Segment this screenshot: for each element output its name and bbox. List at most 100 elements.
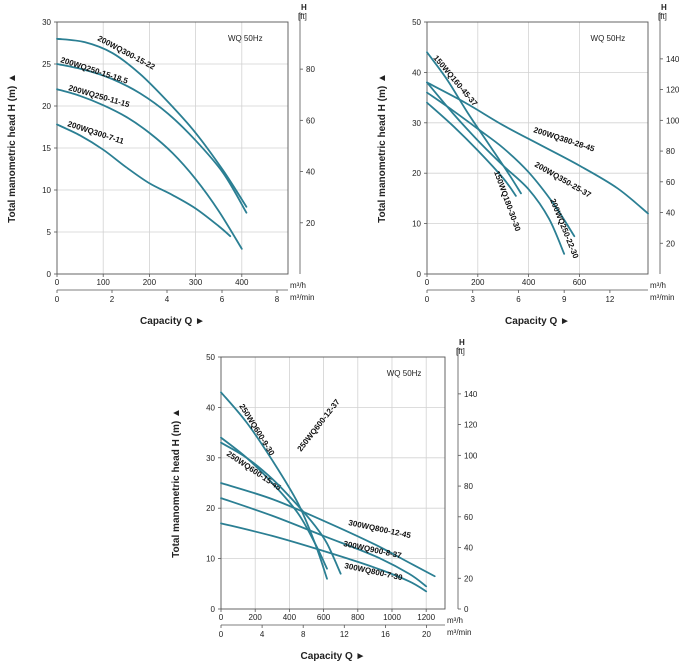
x2-tick-label: 12: [340, 630, 349, 639]
y-tick-label: 0: [47, 270, 52, 279]
y-axis-title: Total manometric head H (m) ▲: [171, 408, 182, 558]
y2-tick-label: 40: [666, 209, 675, 218]
x-axis-title: Capacity Q ►: [301, 651, 366, 662]
y-tick-label: 30: [42, 18, 51, 27]
chart-subtitle: WQ 50Hz: [591, 34, 626, 43]
y2-tick-label: 80: [666, 147, 675, 156]
y-tick-label: 50: [412, 18, 421, 27]
y2-tick-label: 60: [306, 116, 315, 125]
y2-tick-label: 80: [306, 65, 315, 74]
x2-tick-label: 0: [55, 295, 60, 304]
x2-unit-label: m³/min: [290, 293, 314, 302]
y-tick-label: 10: [412, 220, 421, 229]
plot-frame: [426, 21, 649, 275]
y-tick-label: 25: [42, 60, 51, 69]
y-axis-title: Total manometric head H (m) ▲: [377, 73, 388, 223]
y2-tick-label: 40: [464, 544, 473, 553]
x-tick-label: 0: [425, 278, 430, 287]
x-tick-label: 600: [573, 278, 587, 287]
x-tick-label: 1200: [417, 613, 435, 622]
series-line-200wq380-28-45: [426, 81, 649, 215]
series-line-300wq800-7-30: [220, 522, 428, 593]
y2-tick-label: 60: [666, 178, 675, 187]
y-tick-label: 0: [211, 605, 216, 614]
series-line-200wq350-25-37: [426, 91, 576, 238]
series-label: 300WQ900-8-37: [343, 539, 403, 560]
y-tick-label: 20: [412, 169, 421, 178]
series-label: 200WQ250-11-15: [67, 83, 131, 109]
series-line-250wq600-12-37: [220, 441, 342, 575]
series-label: 200WQ380-28-45: [532, 125, 596, 153]
y-tick-label: 40: [206, 403, 215, 412]
x-tick-label: 1000: [383, 613, 401, 622]
x2-tick-label: 6: [516, 295, 521, 304]
y2-tick-label: 20: [666, 239, 675, 248]
x2-tick-label: 3: [470, 295, 475, 304]
y2-axis-title: H: [459, 338, 465, 347]
x2-tick-label: 20: [422, 630, 431, 639]
series-line-300wq900-8-37: [220, 497, 428, 588]
y-tick-label: 20: [206, 504, 215, 513]
y2-axis-title: H: [661, 3, 667, 12]
x-tick-label: 300: [189, 278, 203, 287]
x2-tick-label: 8: [301, 630, 306, 639]
x-tick-label: 200: [143, 278, 157, 287]
chart-subtitle: WQ 50Hz: [387, 369, 422, 378]
series-line-200wq250-22-30: [426, 81, 566, 255]
x2-tick-label: 4: [165, 295, 170, 304]
series-line-200wq250-11-15: [56, 88, 243, 250]
y-tick-label: 40: [412, 68, 421, 77]
y-tick-label: 10: [42, 186, 51, 195]
y2-tick-label: 60: [464, 513, 473, 522]
x-tick-label: 400: [522, 278, 536, 287]
series-label: 200WQ350-25-37: [533, 160, 593, 200]
y-axis-title: Total manometric head H (m) ▲: [7, 73, 18, 223]
y2-axis-title: H: [301, 3, 307, 12]
x-axis-title: Capacity Q ►: [140, 316, 205, 327]
series-line-200wq300-15-22: [56, 37, 248, 208]
x-tick-label: 0: [219, 613, 224, 622]
x-tick-label: 400: [235, 278, 249, 287]
x-tick-label: 0: [55, 278, 60, 287]
chart-subtitle: WQ 50Hz: [228, 34, 263, 43]
y2-tick-label: 0: [464, 605, 469, 614]
y-tick-label: 0: [417, 270, 422, 279]
y-tick-label: 20: [42, 102, 51, 111]
x-unit-label: m³/h: [447, 616, 463, 625]
series-label: 200WQ250-15-18.5: [59, 55, 129, 85]
y-tick-label: 15: [42, 144, 51, 153]
x-axis-title: Capacity Q ►: [505, 316, 570, 327]
y2-axis-unit: [ft]: [456, 347, 465, 356]
y2-tick-label: 140: [666, 55, 680, 64]
y2-axis-unit: [ft]: [658, 12, 667, 21]
x-unit-label: m³/h: [290, 281, 306, 290]
series-label: 300WQ800-7-30: [344, 561, 404, 582]
x-tick-label: 800: [351, 613, 365, 622]
y2-axis-unit: [ft]: [298, 12, 307, 21]
y2-tick-label: 140: [464, 390, 478, 399]
y-tick-label: 5: [47, 228, 52, 237]
chart-panel-2: 0 10 20 30 40 50 0 200 400 600 m³/h 0 3 6 9 12 m³/min 20 4…: [377, 3, 680, 327]
series-label: 250WQ600-12-37: [295, 397, 342, 453]
x2-unit-label: m³/min: [650, 293, 674, 302]
x2-tick-label: 0: [219, 630, 224, 639]
y-tick-label: 50: [206, 353, 215, 362]
series-label: 250WQ600-9-30: [237, 402, 276, 457]
y2-tick-label: 20: [306, 219, 315, 228]
x-tick-label: 400: [283, 613, 297, 622]
x2-tick-label: 16: [381, 630, 390, 639]
x2-tick-label: 6: [220, 295, 225, 304]
series-line-300wq800-12-45: [220, 482, 436, 578]
x2-tick-label: 2: [110, 295, 115, 304]
x-unit-label: m³/h: [650, 281, 666, 290]
y-tick-label: 30: [206, 454, 215, 463]
series-label: 200WQ300-15-22: [96, 34, 157, 72]
x2-unit-label: m³/min: [447, 628, 471, 637]
y-tick-label: 30: [412, 119, 421, 128]
x2-tick-label: 8: [275, 295, 280, 304]
x2-tick-label: 4: [260, 630, 265, 639]
y2-tick-label: 100: [666, 116, 680, 125]
